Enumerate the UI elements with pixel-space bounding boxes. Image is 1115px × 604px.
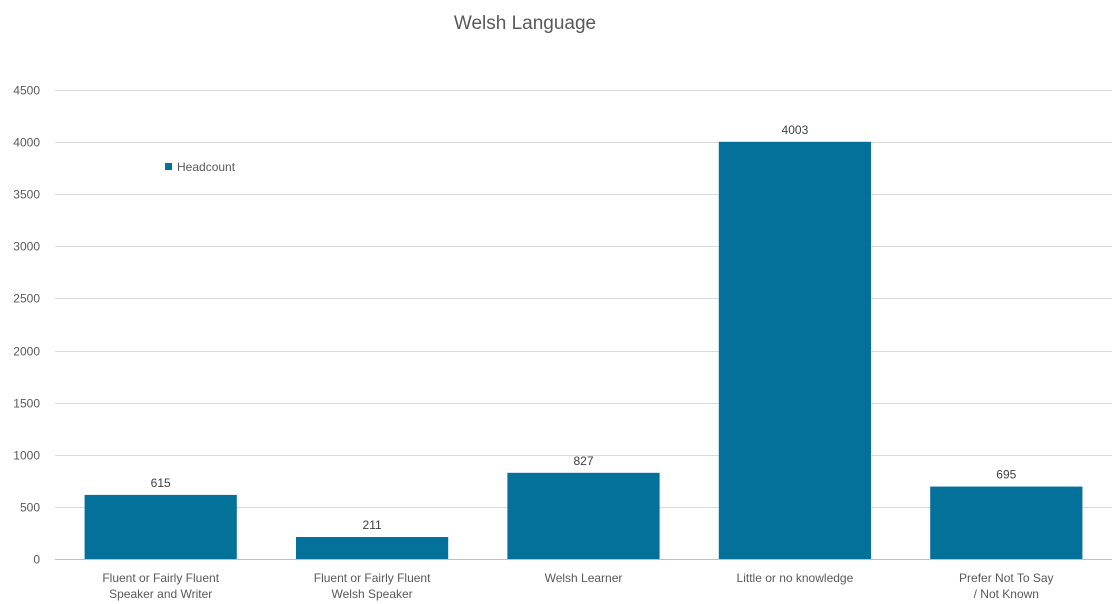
y-axis-ticks: 0 500 1000 1500 2000 2500 3000 3500 4000 4500 (13, 84, 40, 567)
chart-title: Welsh Language (453, 13, 597, 34)
bar (930, 486, 1083, 559)
y-tick-label: 2000 (13, 345, 40, 359)
data-labels: 615 211 827 4003 695 (151, 123, 1017, 532)
category-label: Fluent or Fairly Fluent (102, 571, 219, 585)
data-label: 695 (996, 468, 1016, 482)
y-tick-label: 3000 (13, 240, 40, 254)
bar (718, 141, 872, 559)
legend-label: Headcount (177, 160, 236, 174)
y-tick-label: 3500 (13, 188, 40, 202)
x-axis-categories: Fluent or Fairly Fluent Speaker and Write… (102, 571, 1053, 601)
bar (295, 537, 449, 559)
legend-swatch (165, 163, 172, 170)
bar (84, 494, 237, 559)
category-label: Welsh Speaker (332, 587, 413, 601)
data-label: 615 (151, 476, 171, 490)
y-tick-label: 4500 (13, 84, 40, 98)
y-tick-label: 4000 (13, 136, 40, 150)
category-label: Fluent or Fairly Fluent (314, 571, 431, 585)
gridlines (55, 90, 1112, 560)
category-label: Prefer Not To Say (959, 571, 1054, 585)
legend: Headcount (165, 160, 236, 174)
y-tick-label: 0 (33, 553, 40, 567)
data-label: 4003 (782, 123, 809, 137)
category-label: / Not Known (974, 587, 1039, 601)
category-label: Welsh Learner (545, 571, 623, 585)
bar (507, 472, 660, 559)
data-label: 827 (573, 454, 593, 468)
y-tick-label: 500 (20, 501, 40, 515)
y-tick-label: 1500 (13, 397, 40, 411)
y-tick-label: 1000 (13, 449, 40, 463)
y-tick-label: 2500 (13, 292, 40, 306)
data-label: 211 (363, 518, 382, 532)
category-label: Speaker and Writer (109, 587, 212, 601)
bars (84, 141, 1083, 559)
category-label: Little or no knowledge (737, 571, 854, 585)
